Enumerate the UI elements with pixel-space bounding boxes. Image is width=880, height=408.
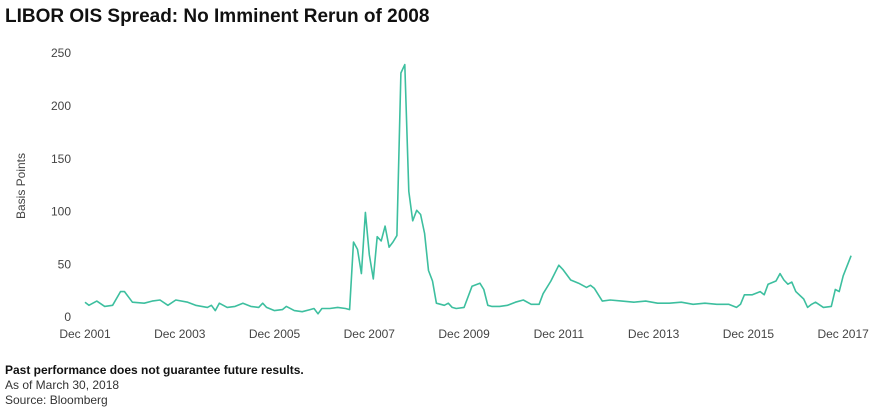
x-tick-label: Dec 2007 — [344, 327, 396, 341]
y-tick-label: 50 — [58, 257, 72, 271]
y-tick-label: 100 — [51, 205, 71, 219]
y-tick-label: 0 — [64, 310, 71, 324]
x-tick-label: Dec 2015 — [723, 327, 775, 341]
x-tick-label: Dec 2011 — [534, 327, 585, 341]
footnote: Source: Bloomberg — [5, 393, 108, 407]
footnote: Past performance does not guarantee futu… — [5, 363, 304, 377]
line — [84, 63, 852, 315]
x-tick-label: Dec 2017 — [817, 327, 869, 341]
x-tick-label: Dec 2001 — [59, 327, 111, 341]
y-tick-label: 150 — [51, 152, 71, 166]
y-tick-label: 250 — [51, 46, 71, 60]
x-tick-label: Dec 2003 — [154, 327, 206, 341]
x-tick-label: Dec 2009 — [438, 327, 490, 341]
footnote: As of March 30, 2018 — [5, 378, 119, 392]
y-tick-label: 200 — [51, 99, 71, 113]
y-axis-label: Basis Points — [14, 153, 28, 219]
x-tick-label: Dec 2005 — [249, 327, 301, 341]
chart-title: LIBOR OIS Spread: No Imminent Rerun of 2… — [5, 6, 429, 27]
x-tick-label: Dec 2013 — [628, 327, 680, 341]
